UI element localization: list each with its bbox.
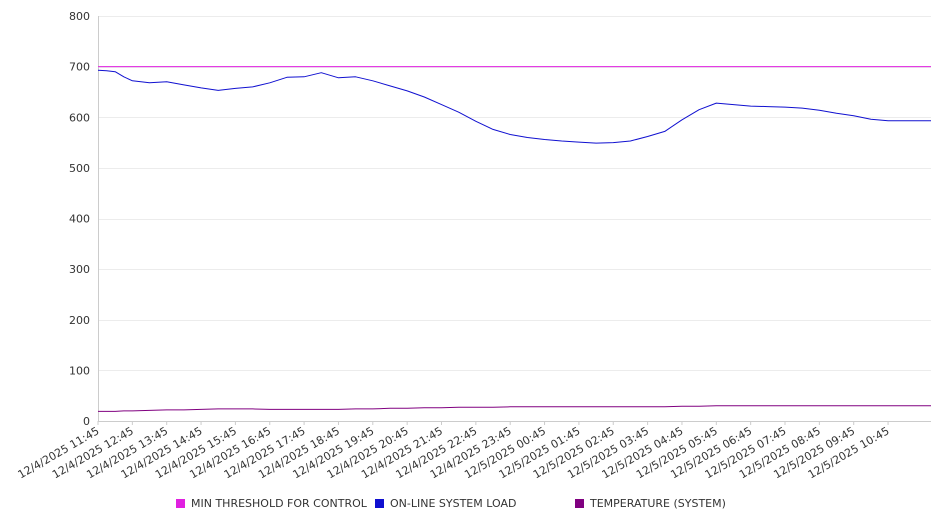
legend-swatch-online-system-load: [375, 499, 384, 508]
series-lines: [97, 66, 931, 412]
legend-swatch-temperature: [575, 499, 584, 508]
axes: [98, 16, 931, 422]
y-tick-label: 400: [69, 213, 90, 226]
y-tick-labels: 0 100 200 300 400 500 600 700 800: [69, 10, 90, 428]
y-tick-label: 800: [69, 10, 90, 23]
legend-item-min-threshold[interactable]: MIN THRESHOLD FOR CONTROL: [176, 497, 367, 510]
y-tick-label: 300: [69, 263, 90, 276]
y-tick-label: 500: [69, 162, 90, 175]
y-tick-label: 200: [69, 314, 90, 327]
y-tick-label: 100: [69, 364, 90, 377]
series-line-online-system-load: [97, 69, 931, 144]
legend: MIN THRESHOLD FOR CONTROL ON-LINE SYSTEM…: [0, 497, 946, 517]
grid-lines: [98, 16, 931, 371]
legend-label-online-system-load: ON-LINE SYSTEM LOAD: [390, 497, 517, 510]
y-tick-label: 600: [69, 111, 90, 124]
legend-swatch-min-threshold: [176, 499, 185, 508]
legend-label-temperature: TEMPERATURE (SYSTEM): [590, 497, 726, 510]
legend-item-temperature[interactable]: TEMPERATURE (SYSTEM): [575, 497, 726, 510]
legend-item-online-system-load[interactable]: ON-LINE SYSTEM LOAD: [375, 497, 516, 510]
y-tick-label: 700: [69, 61, 90, 74]
series-line-temperature: [98, 405, 931, 412]
y-tick-label: 0: [83, 415, 90, 428]
legend-label-min-threshold: MIN THRESHOLD FOR CONTROL: [191, 497, 367, 510]
